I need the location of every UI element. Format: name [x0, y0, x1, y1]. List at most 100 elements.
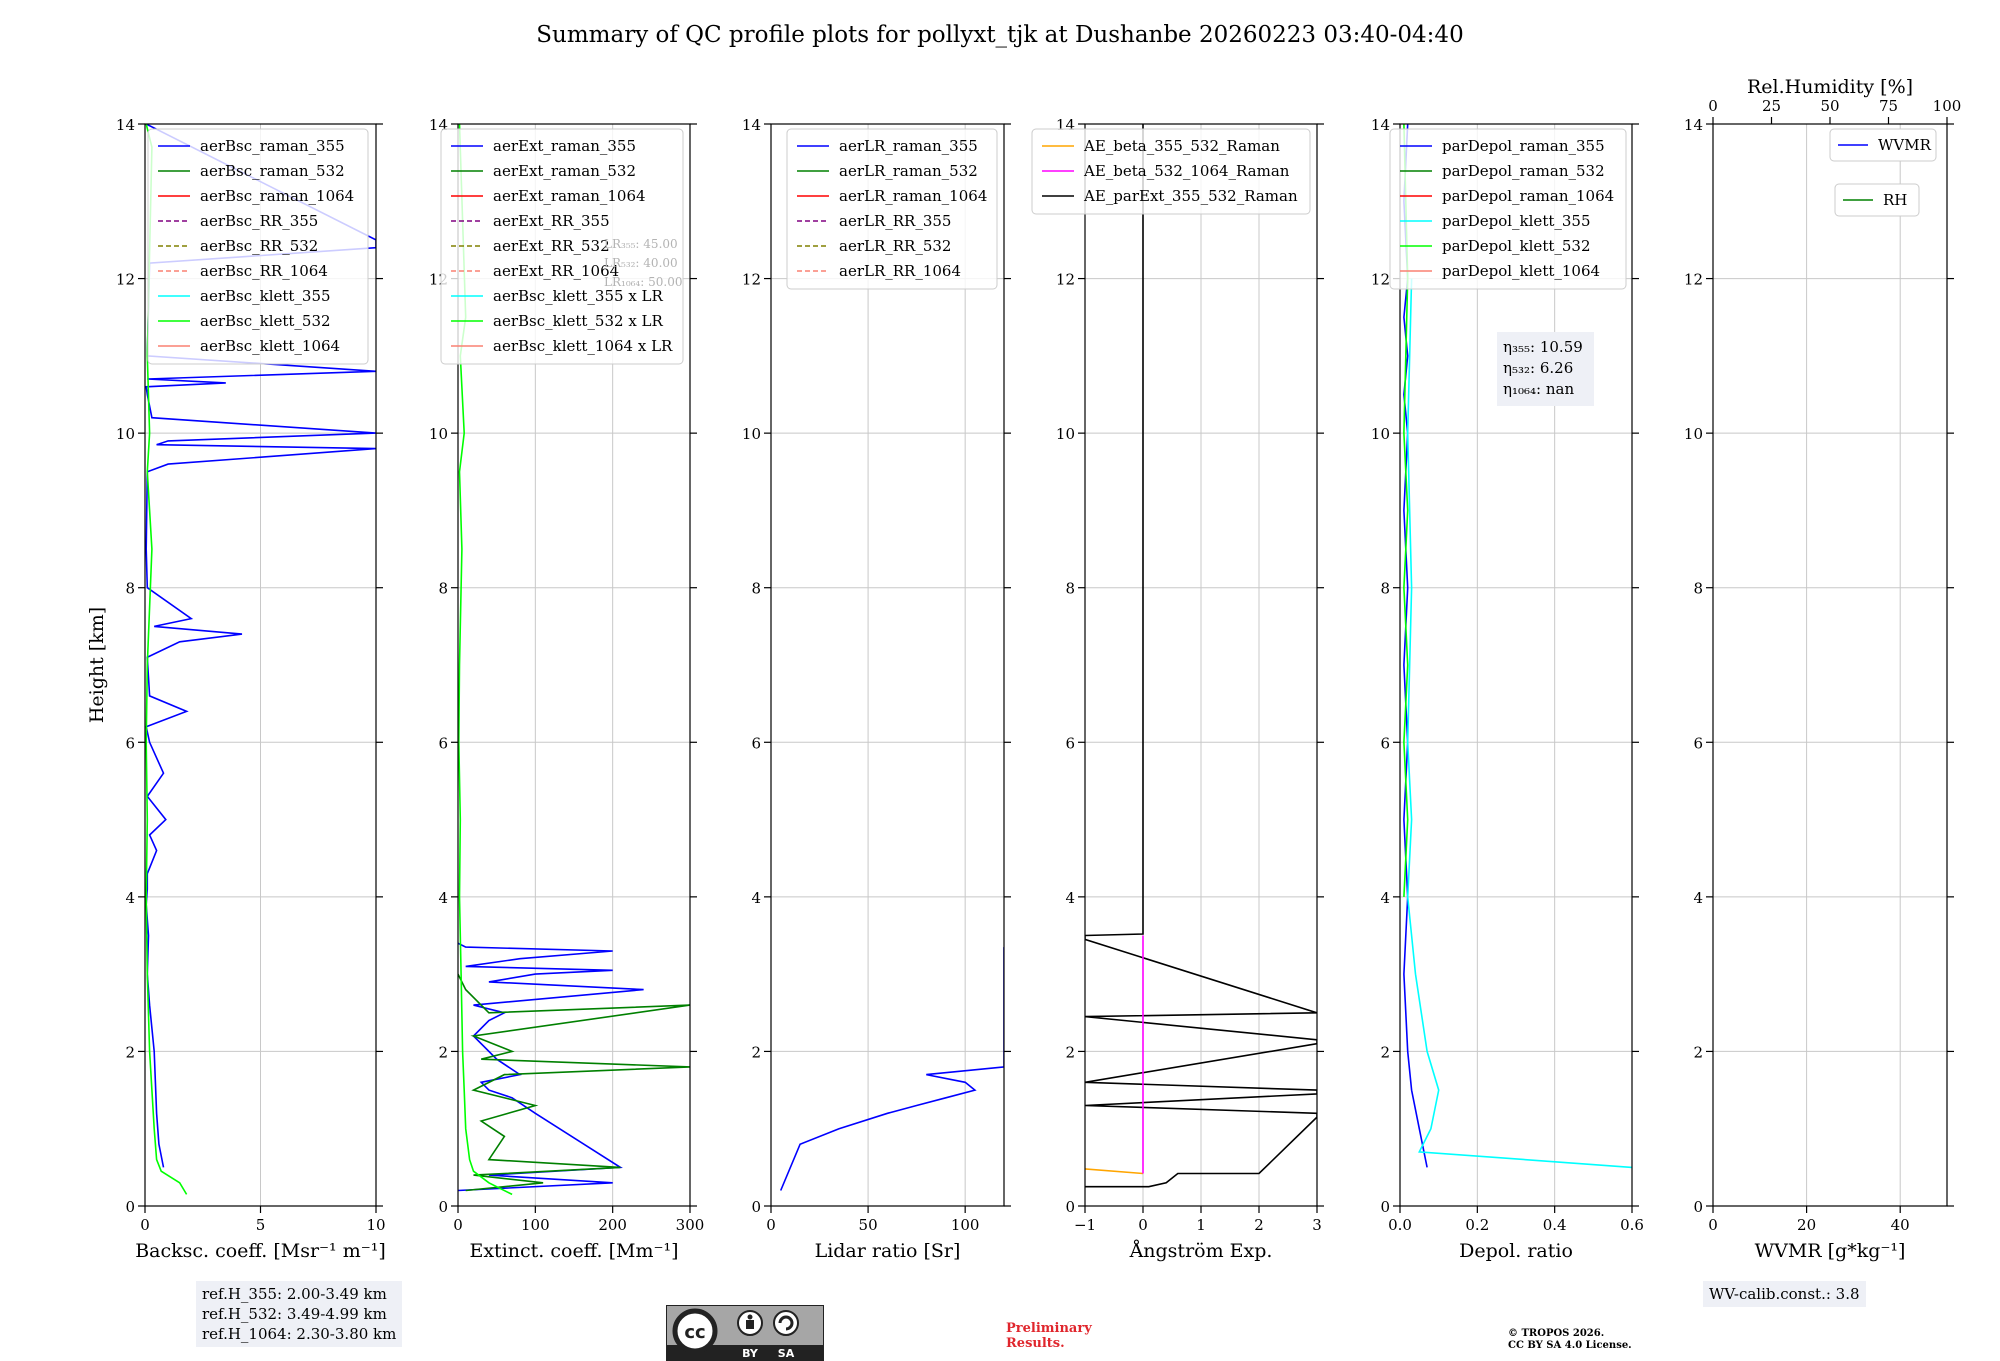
legend-label: aerBsc_klett_1064 x LR — [493, 337, 673, 355]
legend-label: parDepol_klett_1064 — [1442, 262, 1600, 280]
axes-frame — [1712, 123, 1948, 1207]
y-tick-label: 6 — [1380, 734, 1390, 752]
x-tick-label: −1 — [1074, 1216, 1096, 1234]
legend-box-wvmr — [1829, 128, 1937, 162]
y-tick-label: 0 — [125, 1198, 135, 1216]
y-tick-label: 14 — [116, 116, 135, 134]
copyright-line-1: © TROPOS 2026. — [1508, 1328, 1605, 1339]
panel-wvmr: 0 2 4 6 8 10 12 14 0 20 40 WVMR [g*kg⁻¹] 0 25 50 75 100 R… — [1684, 76, 1961, 1262]
legend-label: aerLR_raman_1064 — [839, 187, 987, 205]
axes-frame — [770, 123, 1005, 1207]
lr-annotation: LR₅₃₂: 40.00 — [604, 256, 678, 270]
y-tick-label: 10 — [742, 425, 761, 443]
y-tick-label: 2 — [1380, 1043, 1390, 1061]
legend-label: aerBsc_klett_355 — [200, 287, 331, 305]
x-tick-label: 2 — [1254, 1216, 1264, 1234]
x-axis-label: Lidar ratio [Sr] — [815, 1240, 961, 1262]
x-tick-label: 1 — [1196, 1216, 1206, 1234]
legend-label: aerLR_RR_1064 — [839, 262, 961, 280]
preliminary-note: Preliminary Results. — [1006, 1321, 1092, 1351]
preliminary-line-1: Preliminary — [1006, 1321, 1092, 1336]
y-tick-label: 12 — [1684, 271, 1703, 289]
x-tick-label: 0 — [453, 1216, 463, 1234]
legend-label: aerBsc_RR_1064 — [200, 262, 328, 280]
reference-height-box: ref.H_355: 2.00-3.49 km ref.H_532: 3.49-… — [196, 1281, 403, 1347]
legend-label: aerLR_RR_355 — [839, 212, 951, 230]
top-x-tick-label: 50 — [1820, 97, 1839, 115]
y-tick-label: 10 — [116, 425, 135, 443]
legend-label: parDepol_raman_1064 — [1442, 187, 1614, 205]
legend-label: AE_parExt_355_532_Raman — [1083, 187, 1298, 205]
y-tick-label: 6 — [751, 734, 761, 752]
y-tick-label: 4 — [751, 889, 761, 907]
y-tick-label: 4 — [1380, 889, 1390, 907]
axes-frame — [457, 123, 691, 1207]
cc-sa-label: SA — [778, 1347, 795, 1360]
series-line-aerLR_raman_355 — [779, 947, 1004, 1191]
y-tick-label: 12 — [742, 271, 761, 289]
ref-height-355: ref.H_355: 2.00-3.49 km — [202, 1285, 387, 1303]
legend-label: aerLR_RR_532 — [839, 237, 951, 255]
y-tick-label: 8 — [1380, 580, 1390, 598]
y-tick-label: 4 — [1065, 889, 1075, 907]
legend-label: aerExt_raman_532 — [493, 162, 636, 180]
top-x-tick-label: 75 — [1879, 97, 1898, 115]
y-tick-label: 8 — [1065, 580, 1075, 598]
legend-label: aerBsc_raman_532 — [200, 162, 345, 180]
legend-label: aerBsc_RR_355 — [200, 212, 318, 230]
x-tick-label: 50 — [859, 1216, 878, 1234]
y-tick-label: 0 — [1065, 1198, 1075, 1216]
legend-label: aerBsc_klett_1064 — [200, 337, 340, 355]
x-tick-label: 5 — [256, 1216, 266, 1234]
y-tick-label: 0 — [1380, 1198, 1390, 1216]
y-tick-label: 10 — [429, 425, 448, 443]
legend-box — [440, 128, 684, 365]
y-tick-label: 10 — [1056, 425, 1075, 443]
wv-calib-box: WV-calib.const.: 3.8 — [1703, 1281, 1866, 1307]
eta-annotation: η₅₃₂: 6.26 — [1503, 359, 1573, 377]
x-axis-label: Ångström Exp. — [1129, 1240, 1273, 1262]
cc-logo-icon — [672, 1308, 718, 1354]
legend-box — [1389, 128, 1627, 290]
y-tick-label: 14 — [1684, 116, 1703, 134]
x-tick-label: 0 — [1138, 1216, 1148, 1234]
y-tick-label: 4 — [438, 889, 448, 907]
lr-annotation: LR₃₅₅: 45.00 — [604, 237, 678, 251]
y-tick-label: 4 — [1693, 889, 1703, 907]
x-tick-label: 3 — [1312, 1216, 1322, 1234]
series-line-aerBsc_klett_532 x LR — [458, 124, 513, 1196]
series-line-AE_beta_355_532_Raman — [1085, 1168, 1144, 1175]
top-x-tick-label: 0 — [1708, 97, 1718, 115]
legend-label: AE_beta_355_532_Raman — [1083, 137, 1280, 155]
figure-title: Summary of QC profile plots for pollyxt_… — [536, 22, 1464, 48]
legend-label: RH — [1883, 191, 1907, 209]
y-tick-label: 0 — [1693, 1198, 1703, 1216]
series-group — [779, 947, 1004, 1191]
y-tick-label: 2 — [1693, 1043, 1703, 1061]
series-group — [145, 124, 376, 1195]
series-line-parDepol_klett_355 — [1406, 278, 1632, 1169]
y-tick-label: 14 — [1371, 116, 1390, 134]
legend-label: aerBsc_klett_532 x LR — [493, 312, 664, 330]
x-axis-label: Extinct. coeff. [Mm⁻¹] — [469, 1240, 678, 1262]
x-tick-label: 0.6 — [1620, 1216, 1644, 1234]
x-tick-label: 0 — [1708, 1216, 1718, 1234]
legend-label: aerBsc_klett_355 x LR — [493, 287, 664, 305]
share-alike-icon — [773, 1310, 799, 1336]
legend-box — [786, 128, 998, 290]
eta-annotation: η₃₅₅: 10.59 — [1503, 338, 1583, 356]
legend-label: aerExt_RR_532 — [493, 237, 610, 255]
legend-box-rh — [1834, 183, 1920, 217]
y-tick-label: 6 — [125, 734, 135, 752]
legend-label: aerBsc_RR_532 — [200, 237, 318, 255]
y-tick-label: 6 — [438, 734, 448, 752]
legend-label: WVMR — [1878, 136, 1932, 154]
y-tick-label: 2 — [751, 1043, 761, 1061]
copyright-note: © TROPOS 2026. CC BY SA 4.0 License. — [1508, 1328, 1632, 1352]
y-tick-label: 8 — [125, 580, 135, 598]
legend-label: aerLR_raman_355 — [839, 137, 978, 155]
top-x-axis-label: Rel.Humidity [%] — [1747, 76, 1913, 98]
series-group — [1085, 124, 1317, 1188]
